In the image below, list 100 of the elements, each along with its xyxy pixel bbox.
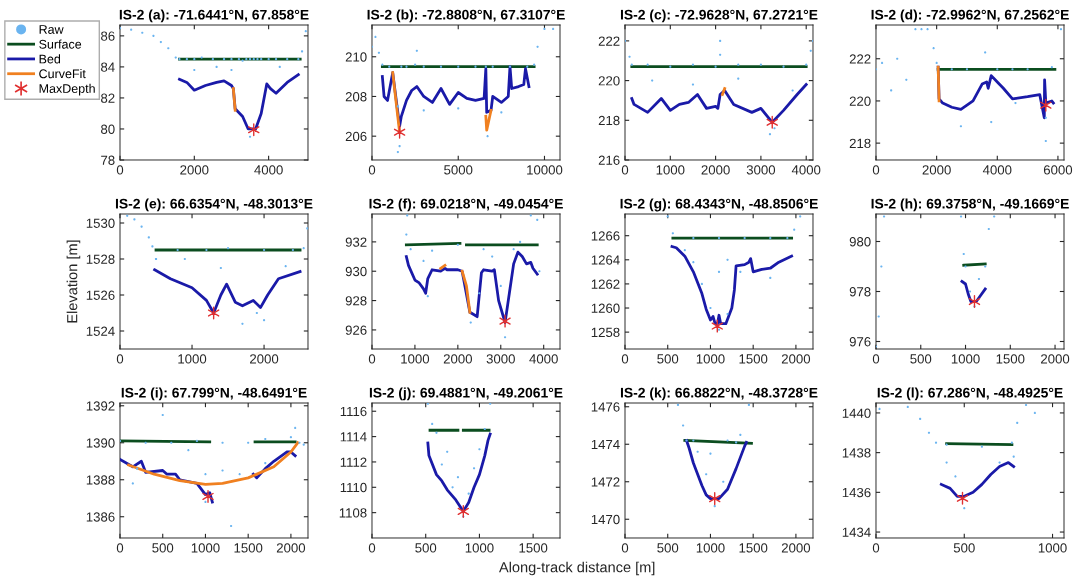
x-tick-label: 0 [368,354,376,364]
point [965,68,969,71]
point [245,58,248,61]
point [683,249,686,252]
point [430,249,434,252]
point [274,58,278,61]
point [193,58,196,61]
x-tick-label: 1500 [739,543,768,553]
x-tick-label: 2000 [701,165,730,175]
point [786,237,789,240]
point [1010,441,1014,444]
y-tick-label: 210 [345,52,367,62]
y-tick-label: 1436 [842,487,871,498]
point [962,252,965,256]
point [183,257,186,261]
point [255,311,258,315]
point [722,480,725,483]
line-series [127,441,300,486]
point [405,233,408,236]
y-tick-label: 928 [345,296,367,306]
point [747,403,751,406]
point [805,63,808,66]
point [483,427,486,431]
point [159,40,162,44]
x-tick-label: 10000 [527,165,563,175]
chart-title: IS-2 (e): 66.6354°N, -48.3013°E [115,198,313,212]
x-tick-label: 4000 [529,354,558,364]
point [185,58,188,61]
x-tick-label: 2000 [250,354,279,364]
point [405,65,408,68]
y-tick-label: 1110 [340,482,367,493]
point [252,58,255,61]
point [896,57,899,60]
point [919,417,922,420]
y-tick-label: 216 [598,155,620,165]
point [297,58,300,61]
x-tick-label: 1000 [401,354,430,364]
x-tick-label: 1000 [696,354,725,364]
y-tick-label: 1266 [591,231,620,241]
point [791,89,794,92]
y-tick-label: 220 [598,76,620,86]
y-tick-label: 976 [849,337,871,347]
y-tick-label: 1262 [591,279,620,289]
x-tick-label: 0 [872,354,880,364]
point [289,436,293,439]
point [508,65,512,68]
point [484,65,487,68]
point [980,445,984,448]
point [248,58,252,61]
point [959,125,962,128]
point [726,439,729,442]
point [219,266,222,270]
point [187,449,190,452]
x-tick-label: 1000 [178,354,207,364]
point [717,270,721,273]
point [987,227,990,231]
x-tick-label: 1000 [696,543,725,553]
point [170,441,173,444]
x-tick-label: 4000 [982,165,1012,175]
point [968,294,981,309]
point [773,127,776,130]
point [705,473,708,476]
point [671,232,674,235]
x-axis-title: Along-track distance [m] [498,561,655,576]
legend-label: Surface [39,39,82,49]
point [1011,68,1014,71]
x-tick-label: 1500 [996,354,1025,364]
point [426,295,429,298]
point [880,265,883,268]
point [221,469,224,472]
x-tick-label: 0 [621,165,629,175]
x-tick-label: 5000 [444,165,473,175]
point [877,315,880,318]
point [685,439,688,442]
point [264,462,267,465]
y-tick-label: 222 [598,36,620,46]
point [221,441,224,444]
x-tick-label: 2000 [781,354,811,364]
point [769,276,772,279]
y-tick-label: 1438 [842,448,871,458]
y-tick-label: 980 [849,237,871,247]
point [734,441,738,444]
point [809,49,812,52]
point [278,65,281,68]
point [964,265,967,268]
point [222,58,226,61]
point [743,237,746,240]
point [1040,98,1052,112]
point [176,248,179,252]
x-tick-label: 0 [621,543,629,553]
point [518,240,522,243]
point [499,314,511,328]
chart-title: IS-2 (g): 68.4343°N, -48.8506°E [620,198,818,212]
point [1044,139,1047,143]
chart-title: IS-2 (a): -71.6441°N, 67.858°E [119,9,309,23]
point [262,319,266,322]
x-tick-label: 500 [953,543,975,553]
x-tick-label: 1000 [656,165,685,175]
point [207,306,220,320]
y-tick-label: 1476 [591,402,620,412]
